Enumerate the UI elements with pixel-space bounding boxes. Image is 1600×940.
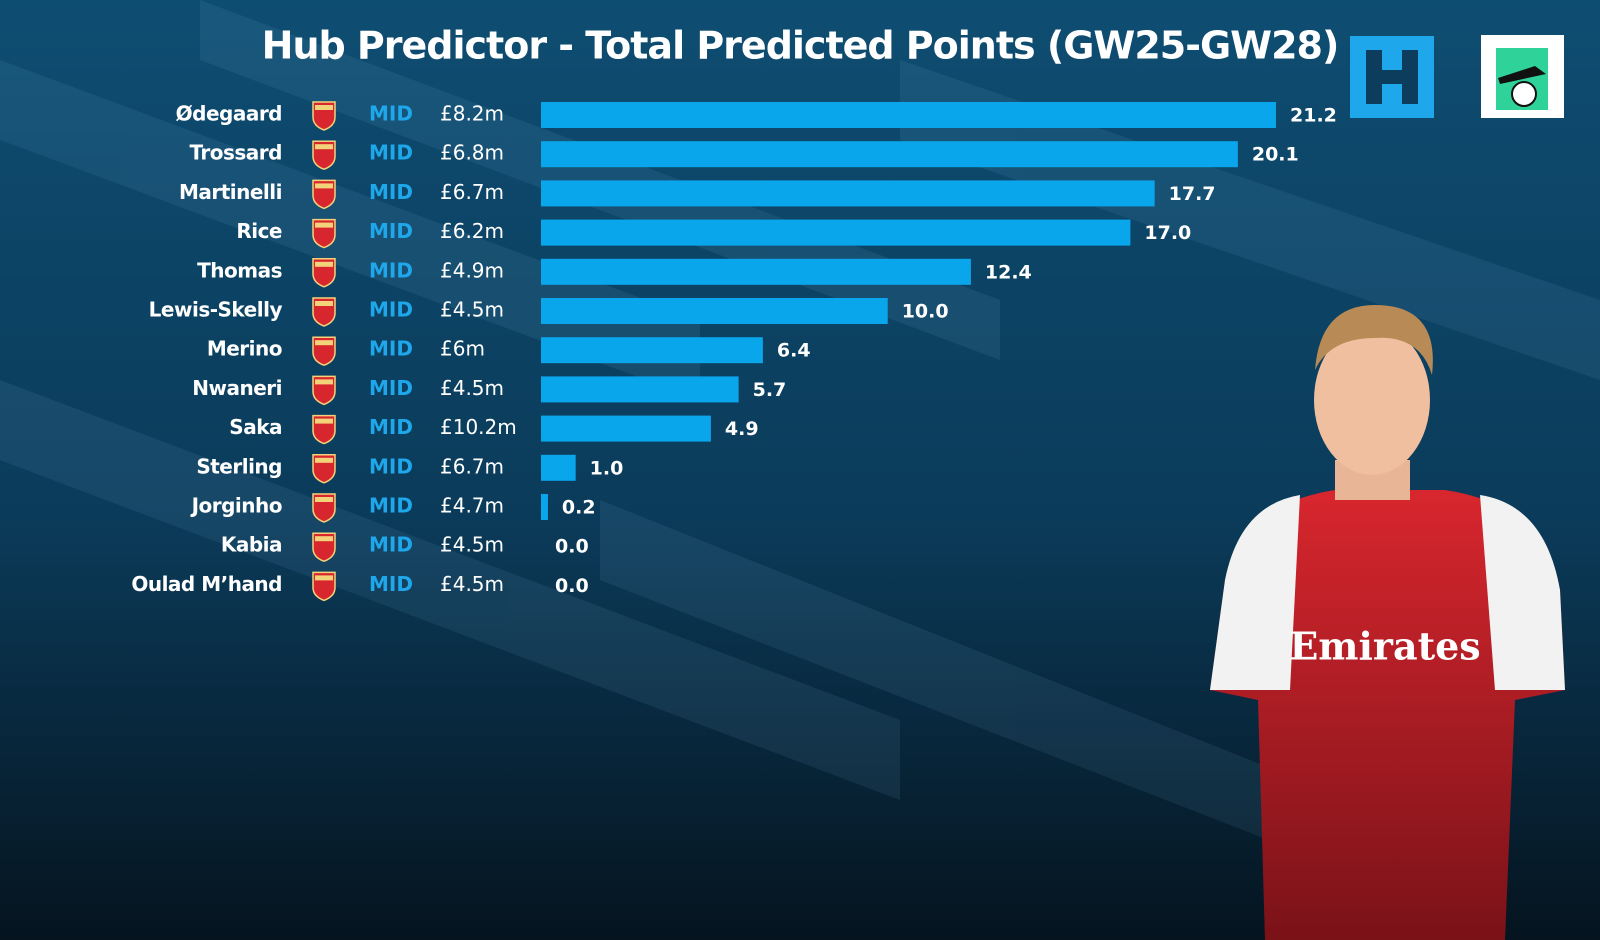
- price: £6.8m: [440, 141, 504, 165]
- position: MID: [369, 572, 413, 596]
- partner-logo: [1481, 35, 1564, 118]
- value-label: 20.1: [1252, 144, 1299, 166]
- player-name: Thomas: [197, 258, 282, 282]
- bar: [541, 102, 1276, 128]
- value-label: 0.2: [562, 497, 596, 519]
- player-name: Jorginho: [190, 494, 282, 518]
- player-name: Martinelli: [179, 180, 282, 204]
- player-name: Kabia: [221, 533, 282, 557]
- crest-band: [315, 536, 333, 542]
- club-crest: [312, 493, 336, 523]
- value-label: 17.7: [1169, 183, 1216, 205]
- value-label: 10.0: [902, 301, 949, 323]
- position: MID: [369, 102, 413, 126]
- crest-band: [315, 261, 333, 267]
- price: £6m: [440, 337, 485, 361]
- player-photo: Emirates: [1210, 305, 1565, 940]
- price: £4.5m: [440, 533, 504, 557]
- crest-band: [315, 301, 333, 306]
- value-label: 21.2: [1290, 105, 1337, 127]
- club-crest: [312, 532, 336, 562]
- position: MID: [369, 454, 413, 478]
- crest-band: [315, 379, 333, 385]
- price: £4.5m: [440, 376, 504, 400]
- crest-band: [315, 340, 333, 346]
- value-label: 4.9: [725, 418, 759, 440]
- crest-band: [315, 183, 333, 189]
- shirt-sponsor: Emirates: [1289, 624, 1480, 669]
- price: £8.2m: [440, 102, 504, 126]
- bar: [541, 258, 971, 285]
- crest-band: [315, 222, 333, 228]
- club-crest: [312, 140, 336, 170]
- club-crest: [312, 179, 336, 210]
- value-label: 0.0: [555, 575, 589, 597]
- price: £10.2m: [440, 415, 517, 439]
- player-name: Ødegaard: [176, 102, 282, 126]
- value-label: 1.0: [590, 457, 624, 479]
- price: £4.5m: [440, 298, 504, 322]
- position: MID: [369, 337, 413, 361]
- club-crest: [312, 414, 336, 445]
- bar: [541, 219, 1131, 246]
- player-name: Sterling: [196, 454, 282, 478]
- value-label: 5.7: [753, 379, 787, 401]
- position: MID: [369, 415, 413, 439]
- price: £6.7m: [440, 180, 504, 204]
- hub-logo: [1350, 36, 1434, 118]
- player-name: Nwaneri: [192, 376, 282, 400]
- bar: [541, 376, 739, 403]
- bar: [541, 337, 763, 364]
- bar: [541, 298, 888, 324]
- price: £4.5m: [440, 572, 504, 596]
- price: £6.7m: [440, 454, 504, 478]
- crest-band: [315, 144, 333, 150]
- player-name: Merino: [207, 337, 282, 361]
- club-crest: [312, 336, 336, 366]
- position: MID: [369, 141, 413, 165]
- price: £6.2m: [440, 219, 504, 243]
- player-name: Rice: [236, 219, 282, 243]
- club-crest: [312, 101, 336, 131]
- position: MID: [369, 219, 413, 243]
- position: MID: [369, 376, 413, 400]
- bar: [541, 415, 711, 442]
- club-crest: [312, 571, 336, 602]
- club-crest: [312, 454, 336, 484]
- position: MID: [369, 298, 413, 322]
- player-name: Trossard: [189, 141, 282, 165]
- position: MID: [369, 180, 413, 204]
- crest-band: [315, 418, 333, 424]
- player-name: Saka: [229, 415, 282, 439]
- bar: [541, 180, 1155, 207]
- bar: [541, 454, 576, 481]
- position: MID: [369, 494, 413, 518]
- crest-band: [315, 575, 333, 581]
- club-crest: [312, 297, 336, 327]
- player-name: Oulad M’hand: [131, 572, 282, 596]
- club-crest: [312, 375, 336, 406]
- value-label: 6.4: [777, 340, 811, 362]
- bar: [541, 141, 1238, 168]
- position: MID: [369, 533, 413, 557]
- crest-band: [315, 457, 333, 463]
- value-label: 12.4: [985, 261, 1032, 283]
- player-name: Lewis-Skelly: [149, 298, 283, 322]
- club-crest: [312, 218, 336, 249]
- crest-band: [315, 497, 333, 502]
- value-label: 17.0: [1144, 222, 1191, 244]
- position: MID: [369, 258, 413, 282]
- value-label: 0.0: [555, 536, 589, 558]
- chart-title: Hub Predictor - Total Predicted Points (…: [262, 24, 1339, 68]
- crest-band: [315, 105, 333, 110]
- price: £4.9m: [440, 258, 504, 282]
- bar: [541, 494, 548, 520]
- price: £4.7m: [440, 494, 504, 518]
- club-crest: [312, 258, 336, 288]
